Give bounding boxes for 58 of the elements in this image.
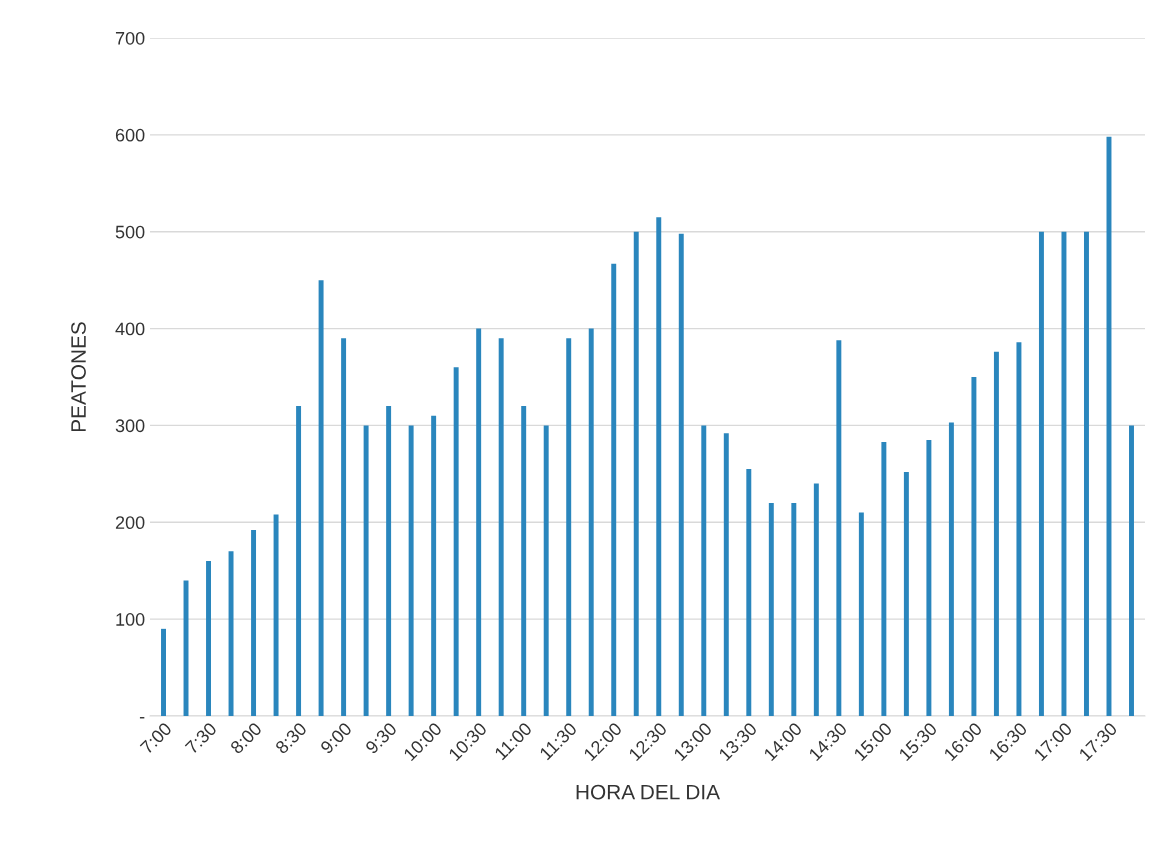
bar: [363, 425, 369, 716]
bar: [701, 425, 707, 716]
bar: [611, 263, 617, 716]
bar: [1016, 342, 1022, 716]
bar: [633, 231, 639, 716]
bar: [1083, 231, 1089, 716]
y-tick-label: -: [139, 717, 145, 719]
bar: [903, 471, 909, 716]
bar: [566, 338, 572, 716]
bar: [1129, 425, 1134, 716]
bar: [993, 351, 999, 716]
bar: [453, 367, 459, 716]
bar: [318, 280, 324, 716]
bar: [588, 328, 594, 716]
bar: [476, 328, 482, 716]
x-tick-label: 7:30: [184, 721, 218, 755]
bar: [228, 551, 234, 716]
x-axis-title: HORA DEL DIA: [576, 784, 721, 800]
bar: [386, 406, 392, 716]
bar: [858, 512, 864, 716]
y-tick-label: 400: [115, 322, 145, 336]
y-tick-label: 700: [115, 31, 145, 45]
bar: [656, 217, 662, 716]
y-tick-label: 200: [115, 516, 145, 530]
x-tick-label: 9:00: [319, 721, 353, 755]
bar: [206, 561, 212, 716]
y-tick-label: 300: [115, 419, 145, 433]
bar: [161, 628, 166, 716]
bar: [408, 425, 414, 716]
x-tick-label: 7:00: [139, 721, 173, 755]
x-tick-label: 9:30: [364, 721, 398, 755]
bar: [1061, 231, 1067, 716]
bar: [296, 406, 302, 716]
y-tick-label: 100: [116, 613, 145, 626]
bar: [1038, 231, 1044, 716]
bar: [251, 530, 257, 716]
bar: [431, 415, 437, 716]
bar: [746, 469, 752, 716]
bar: [926, 439, 932, 716]
bar: [341, 338, 347, 716]
bar: [768, 502, 774, 716]
bar: [836, 340, 842, 716]
bar: [881, 441, 887, 716]
x-tick-label: 8:00: [229, 721, 263, 755]
bar: [813, 483, 819, 716]
bar: [971, 377, 977, 716]
bar: [521, 406, 527, 716]
bar: [678, 233, 684, 716]
bar: [948, 422, 954, 716]
y-axis-title: PEATONES: [71, 322, 86, 432]
bar: [273, 514, 279, 716]
x-tick-label: 8:30: [274, 721, 308, 755]
bar: [543, 425, 549, 716]
y-tick-label: 600: [115, 128, 145, 142]
bar: [498, 338, 504, 716]
y-tick-label: 500: [115, 225, 145, 239]
bar: [791, 502, 797, 716]
bar: [723, 433, 729, 716]
